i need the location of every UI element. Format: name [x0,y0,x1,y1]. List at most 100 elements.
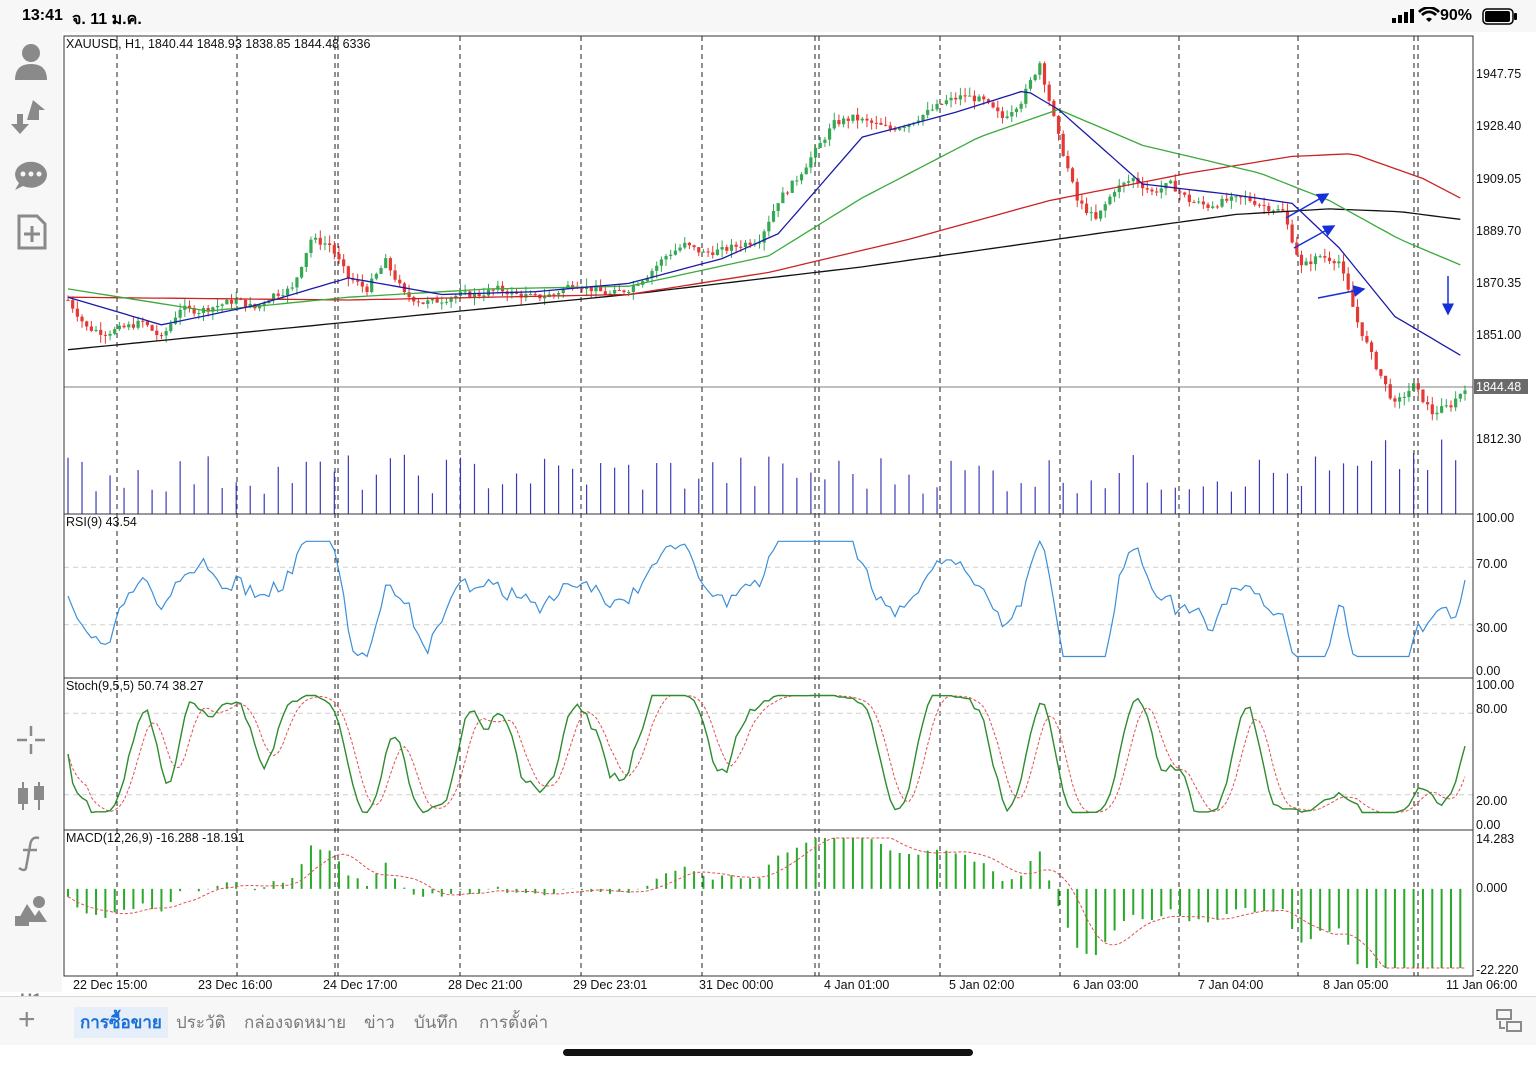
tab-mailbox[interactable]: กล่องจดหมาย [244,1013,347,1032]
time-tick-label: 24 Dec 17:00 [323,978,397,992]
candle-body [571,285,575,287]
candle-body [1150,189,1154,192]
candle-body [1430,404,1434,415]
candle-body [398,279,402,284]
trade-button[interactable] [11,96,51,136]
crosshair-button[interactable] [11,720,51,760]
candle-body [220,304,224,306]
macd-label: MACD(12,26,9) -16.288 -18.191 [66,831,245,845]
stoch-signal-line [67,695,1466,813]
signal-icon [1392,9,1414,23]
candle-body [1295,242,1299,255]
rsi-label: RSI(9) 43.54 [66,515,137,529]
tab-trade[interactable]: การซื้อขาย [74,1007,168,1038]
candle-body [968,95,972,97]
candle-body [1440,406,1444,413]
account-button[interactable] [11,40,51,80]
objects-icon [15,896,47,926]
candle-body [589,286,593,292]
chat-button[interactable] [11,154,51,194]
candle-body [192,307,196,314]
layout-icon[interactable] [1496,1009,1522,1033]
candle-body [1220,198,1224,207]
candle-body [856,114,860,121]
candle-body [1239,196,1243,198]
candle-body [1070,168,1075,182]
candle-body [664,256,668,260]
chart-type-icon [18,782,44,810]
tab-journal[interactable]: บันทึก [414,1013,458,1032]
time-tick-label: 4 Jan 01:00 [824,978,889,992]
candle-body [729,244,734,251]
candle-body [187,305,192,308]
candle-body [785,192,790,194]
tab-news[interactable]: ข่าว [364,1013,395,1032]
candle-body [580,288,584,290]
ma-slow-line [67,153,1461,301]
objects-button[interactable] [11,890,51,930]
candle-body [141,320,145,322]
candle-body [1192,202,1196,204]
candle-body [1365,336,1369,343]
chart-canvas[interactable]: XAUUSD, H1, 1840.44 1848.93 1838.85 1844… [62,32,1536,996]
candle-body [1407,390,1411,397]
candle-body [430,298,435,301]
tab-settings[interactable]: การตั้งค่า [479,1013,549,1032]
price-chart-area[interactable]: XAUUSD, H1, 1840.44 1848.93 1838.85 1844… [62,32,1536,996]
candle-body [940,103,944,105]
candle-body [1183,192,1187,195]
candle-body [1309,261,1313,265]
status-time: 13:41 [22,7,63,24]
candle-body [1393,398,1397,402]
price-tick-label: 1812.30 [1476,432,1521,446]
candle-body [827,128,832,140]
candle-body [1332,261,1336,264]
battery-icon [1482,8,1517,25]
status-date: จ. 11 ม.ค. [72,11,142,28]
candle-body [1327,257,1332,262]
candle-body [440,302,444,304]
candle-body [215,305,220,308]
candle-body [813,147,818,158]
candle-body [271,293,276,301]
candle-body [1103,204,1107,211]
candle-body [757,242,762,244]
candle-body [599,286,603,292]
candle-body [1038,63,1042,75]
candle-body [949,97,953,101]
chart-type-button[interactable] [11,776,51,816]
candle-body [603,291,607,295]
candle-body [1000,111,1005,118]
candle-body [1173,180,1177,192]
candle-body [608,293,612,295]
trend-arrow [1293,225,1336,249]
candle-body [1299,254,1304,266]
tab-history[interactable]: ประวัติ [176,1013,226,1032]
candle-body [1383,375,1388,385]
candle-body [1080,200,1084,204]
candle-body [155,330,159,336]
candle-body [739,246,743,248]
candle-body [1351,289,1355,307]
candle-body [304,253,308,267]
candle-body [832,120,836,129]
candle-body [627,292,631,294]
indicators-button[interactable] [11,832,51,872]
candle-body [1355,306,1360,323]
candle-body [127,324,131,328]
candle-body [1276,209,1280,211]
candle-body [930,109,934,111]
candle-body [1024,88,1028,104]
candle-body [1075,181,1079,201]
candle-body [655,265,659,271]
candle-body [996,107,1000,112]
candle-body [650,270,654,278]
indicator-panes [67,539,1466,969]
crosshair-icon [17,726,45,754]
candle-body [178,309,182,318]
candle-body [542,296,547,299]
candle-body [435,298,439,303]
add-icon[interactable]: + [18,1003,36,1036]
candle-body [99,329,103,335]
new-document-button[interactable] [11,212,51,252]
